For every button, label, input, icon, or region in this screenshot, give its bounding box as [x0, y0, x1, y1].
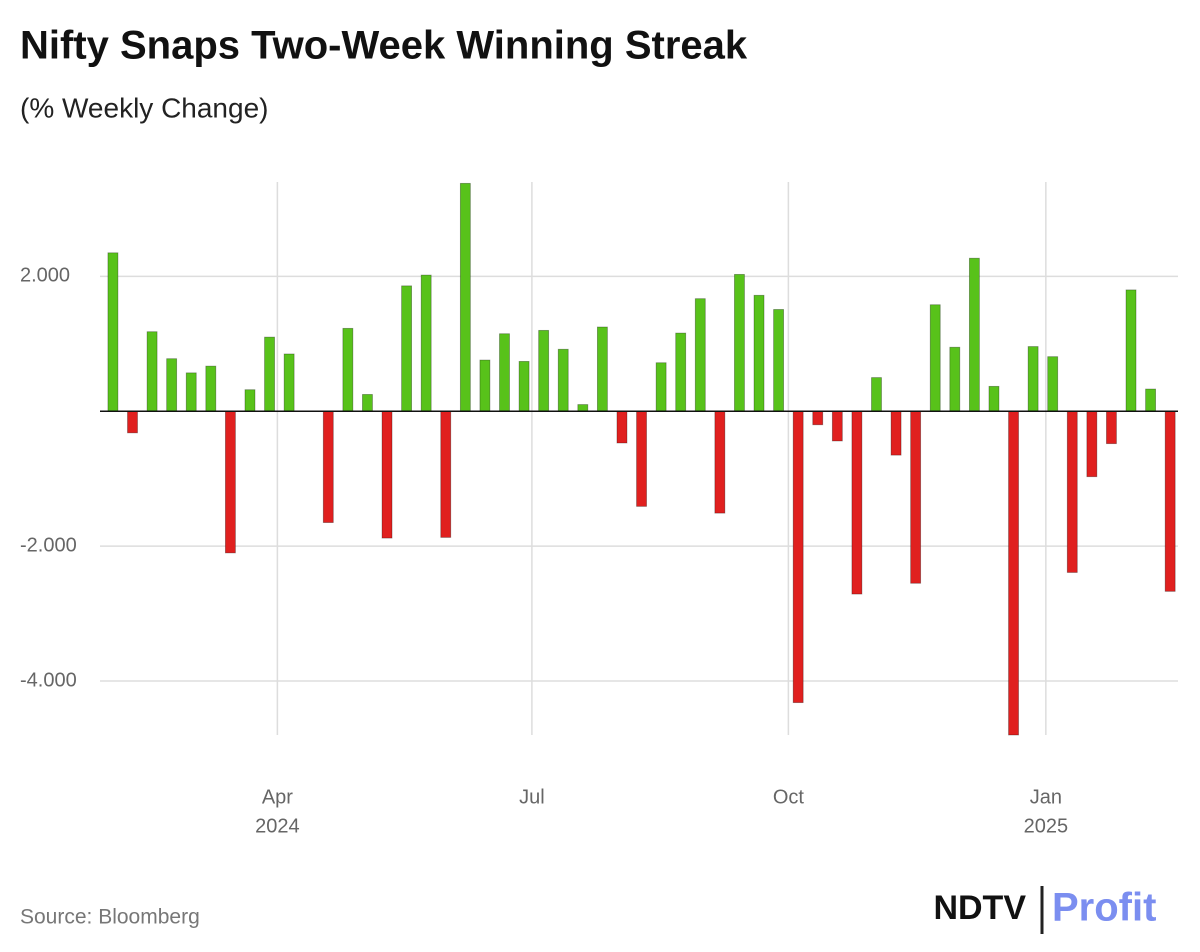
- chart-title: Nifty Snaps Two-Week Winning Streak: [20, 24, 748, 68]
- logo-product: Profit: [1052, 886, 1156, 930]
- bar: [499, 333, 510, 412]
- bar: [479, 359, 491, 412]
- bar: [459, 182, 471, 412]
- bar: [224, 410, 236, 554]
- bar: [538, 329, 550, 412]
- bar: [440, 410, 452, 538]
- x-tick-label: Apr: [262, 786, 293, 808]
- bar: [401, 285, 413, 412]
- bar: [949, 346, 961, 412]
- bar: [1027, 346, 1039, 412]
- bar: [244, 389, 256, 412]
- bar: [557, 348, 569, 412]
- bar: [518, 360, 530, 412]
- bar: [1164, 410, 1176, 592]
- bar: [694, 298, 706, 412]
- bar: [1008, 410, 1019, 736]
- bar: [871, 377, 882, 412]
- bar: [792, 410, 804, 704]
- bar: [205, 365, 217, 412]
- bar: [714, 410, 726, 514]
- bar: [1145, 388, 1156, 412]
- bar: [1086, 410, 1098, 478]
- bar: [322, 410, 334, 523]
- bar: [1106, 410, 1117, 445]
- bar: [675, 332, 687, 412]
- bar: [342, 327, 354, 412]
- y-tick-label: -2.000: [20, 534, 77, 556]
- x-tick-label: Jul: [519, 786, 545, 808]
- bar: [910, 410, 922, 584]
- bar: [185, 372, 197, 412]
- x-tick-label: Oct: [773, 786, 805, 808]
- bar: [988, 385, 1000, 412]
- bar: [1125, 289, 1137, 412]
- bar: [616, 410, 628, 444]
- bar: [655, 362, 667, 412]
- y-tick-label: -4.000: [20, 669, 77, 691]
- bar: [773, 309, 784, 412]
- bar: [420, 274, 432, 412]
- bar: [283, 353, 295, 412]
- x-tick-label: Jan: [1030, 786, 1062, 808]
- y-tick-label: 2.000: [20, 265, 70, 287]
- bar: [851, 410, 863, 595]
- bar: [636, 410, 647, 507]
- bar: [1047, 356, 1059, 412]
- bar: [831, 410, 843, 442]
- bar: [734, 273, 745, 412]
- logo-brand: NDTV: [933, 889, 1026, 927]
- bar: [166, 358, 178, 412]
- x-year-label: 2024: [255, 815, 300, 837]
- x-year-label: 2025: [1024, 815, 1069, 837]
- bar: [812, 410, 824, 426]
- bar: [381, 410, 393, 539]
- bar: [264, 336, 275, 412]
- bar: [146, 331, 158, 412]
- bar: [107, 252, 119, 412]
- bar: [577, 404, 589, 412]
- source: Source: Bloomberg: [20, 906, 200, 929]
- bar: [596, 326, 608, 412]
- bar: [362, 394, 373, 412]
- bar: [127, 410, 138, 434]
- bar: [929, 304, 941, 412]
- chart-subtitle: (% Weekly Change): [20, 92, 268, 123]
- bar: [1066, 410, 1078, 573]
- bar: [968, 257, 980, 412]
- bar: [890, 410, 902, 456]
- bar: [753, 294, 765, 412]
